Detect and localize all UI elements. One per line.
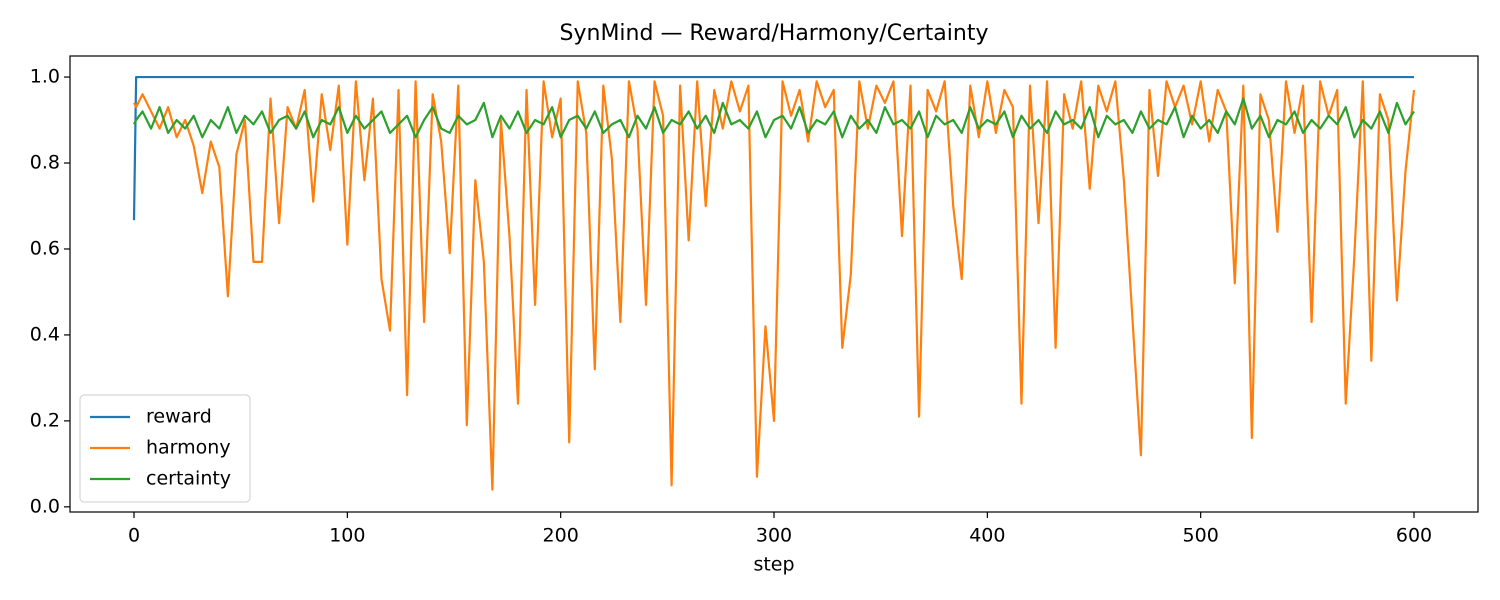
x-tick-label: 100 [329, 525, 365, 547]
chart-title: SynMind — Reward/Harmony/Certainty [560, 21, 989, 46]
x-axis-label: step [753, 554, 794, 576]
x-tick-label: 300 [756, 525, 792, 547]
line [133, 97, 1415, 139]
legend: reward harmony certainty [79, 394, 251, 503]
y-tick-label: 0.6 [30, 237, 60, 259]
y-tick-label: 0.0 [30, 495, 60, 517]
legend-label: harmony [146, 437, 231, 459]
y-tick-label: 1.0 [30, 66, 60, 88]
legend-box [79, 394, 251, 503]
legend-label: certainty [146, 468, 231, 490]
y-tick-label: 0.4 [30, 323, 60, 345]
plot-frame [69, 55, 1479, 513]
line [132, 75, 1414, 221]
x-tick-label: 400 [969, 525, 1005, 547]
x-tick-label: 600 [1396, 525, 1432, 547]
legend-label: reward [146, 406, 212, 428]
x-tick-label: 0 [128, 525, 140, 547]
y-tick-label: 0.2 [30, 409, 60, 431]
x-tick-label: 200 [543, 525, 579, 547]
x-tick-label: 500 [1183, 525, 1219, 547]
y-tick-label: 0.8 [30, 152, 60, 174]
